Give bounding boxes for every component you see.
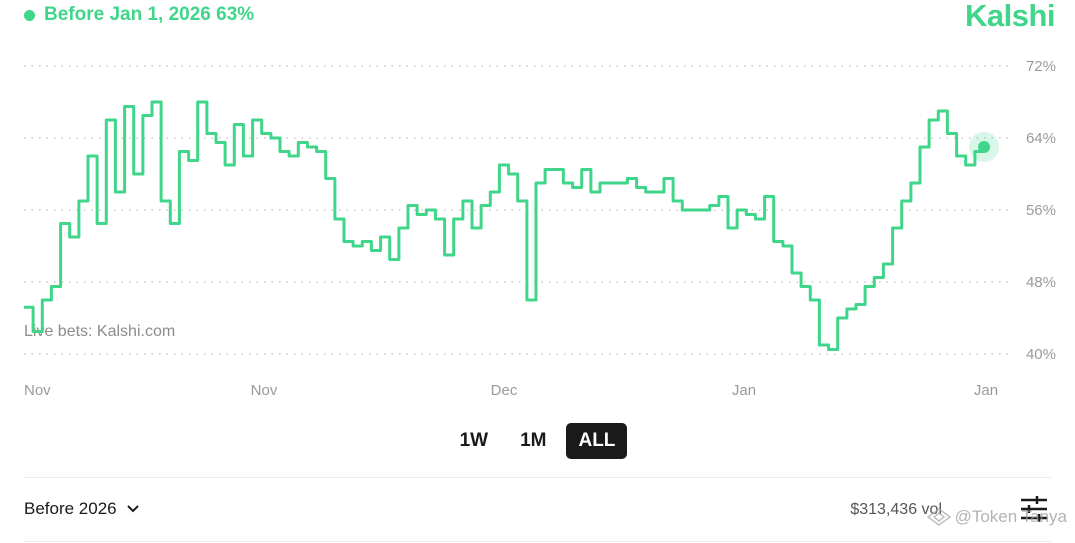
chevron-down-icon (126, 505, 139, 513)
chart-grid (24, 65, 1010, 355)
x-tick-label: Nov (24, 382, 51, 399)
y-tick-label: 72% (1026, 58, 1056, 75)
range-all-button[interactable]: ALL (566, 423, 628, 459)
filter-sliders-icon[interactable] (1019, 495, 1049, 523)
legend-label: Before Jan 1, 2026 63% (44, 4, 255, 25)
overlay-watermark: @Token Tanya (926, 507, 1067, 527)
x-tick-label: Jan (732, 382, 756, 399)
market-dropdown-label: Before 2026 (24, 499, 117, 518)
divider (24, 477, 1051, 478)
y-axis: 72% 64% 56% 48% 40% (1026, 58, 1056, 363)
divider (24, 541, 1051, 542)
range-1m-button[interactable]: 1M (508, 423, 558, 459)
legend: Before Jan 1, 2026 63% (24, 4, 254, 26)
diamond-logo-icon (926, 508, 951, 526)
chart-watermark: Live bets: Kalshi.com (24, 323, 175, 340)
end-marker (969, 132, 999, 162)
end-marker-dot (978, 141, 990, 153)
y-tick-label: 40% (1026, 346, 1056, 363)
y-tick-label: 56% (1026, 202, 1056, 219)
range-1w-button[interactable]: 1W (448, 423, 501, 459)
time-range-selector: 1W 1M ALL (0, 423, 1075, 459)
x-axis: Nov Nov Dec Jan Jan (24, 382, 998, 399)
x-tick-label: Jan (974, 382, 998, 399)
overlay-watermark-text: @Token Tanya (954, 507, 1067, 526)
price-chart: Live bets: Kalshi.com 72% 64% 56% 48% 40% No… (24, 58, 1056, 399)
x-tick-label: Nov (251, 382, 278, 399)
series-line (24, 100, 986, 351)
market-dropdown[interactable]: Before 2026 (24, 499, 139, 519)
y-tick-label: 64% (1026, 130, 1056, 147)
x-tick-label: Dec (491, 382, 518, 399)
y-tick-label: 48% (1026, 274, 1056, 291)
legend-dot-icon (24, 9, 35, 21)
brand-logo: Kalshi (964, 0, 1056, 33)
volume-text: $313,436 vol (850, 501, 942, 518)
